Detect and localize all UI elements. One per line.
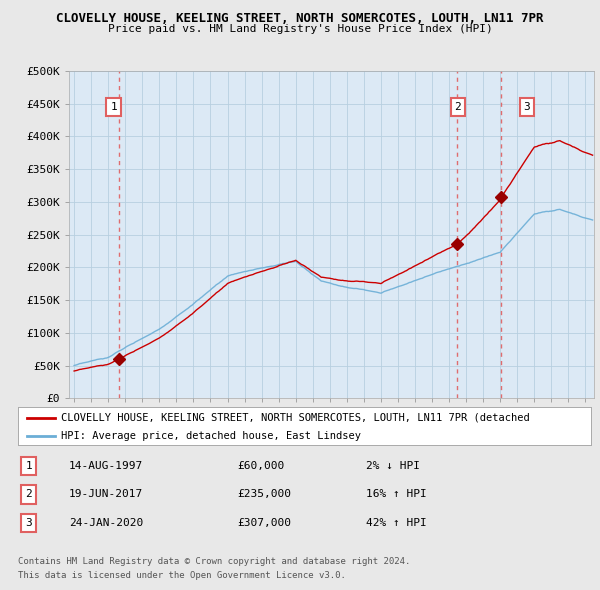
Text: £307,000: £307,000 bbox=[237, 518, 291, 527]
Text: 3: 3 bbox=[25, 518, 32, 527]
Text: 1: 1 bbox=[110, 102, 117, 112]
Text: Price paid vs. HM Land Registry's House Price Index (HPI): Price paid vs. HM Land Registry's House … bbox=[107, 24, 493, 34]
Text: This data is licensed under the Open Government Licence v3.0.: This data is licensed under the Open Gov… bbox=[18, 571, 346, 580]
Text: 42% ↑ HPI: 42% ↑ HPI bbox=[366, 518, 427, 527]
Text: 14-AUG-1997: 14-AUG-1997 bbox=[69, 461, 143, 471]
Text: CLOVELLY HOUSE, KEELING STREET, NORTH SOMERCOTES, LOUTH, LN11 7PR (detached: CLOVELLY HOUSE, KEELING STREET, NORTH SO… bbox=[61, 413, 530, 423]
Text: CLOVELLY HOUSE, KEELING STREET, NORTH SOMERCOTES, LOUTH, LN11 7PR: CLOVELLY HOUSE, KEELING STREET, NORTH SO… bbox=[56, 12, 544, 25]
Text: 3: 3 bbox=[524, 102, 530, 112]
Text: HPI: Average price, detached house, East Lindsey: HPI: Average price, detached house, East… bbox=[61, 431, 361, 441]
Text: 24-JAN-2020: 24-JAN-2020 bbox=[69, 518, 143, 527]
Text: 1: 1 bbox=[25, 461, 32, 471]
Text: 2% ↓ HPI: 2% ↓ HPI bbox=[366, 461, 420, 471]
Text: 19-JUN-2017: 19-JUN-2017 bbox=[69, 490, 143, 499]
Text: 2: 2 bbox=[25, 490, 32, 499]
Text: £60,000: £60,000 bbox=[237, 461, 284, 471]
Text: Contains HM Land Registry data © Crown copyright and database right 2024.: Contains HM Land Registry data © Crown c… bbox=[18, 557, 410, 566]
Text: 16% ↑ HPI: 16% ↑ HPI bbox=[366, 490, 427, 499]
Text: £235,000: £235,000 bbox=[237, 490, 291, 499]
Text: 2: 2 bbox=[455, 102, 461, 112]
